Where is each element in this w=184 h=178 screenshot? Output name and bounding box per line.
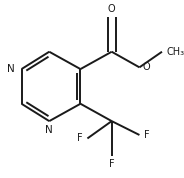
Text: N: N [45, 125, 53, 135]
Text: CH₃: CH₃ [166, 47, 184, 57]
Text: O: O [108, 4, 116, 14]
Text: O: O [143, 62, 151, 72]
Text: F: F [77, 134, 83, 143]
Text: F: F [144, 130, 149, 140]
Text: N: N [7, 64, 15, 74]
Text: F: F [109, 159, 114, 169]
